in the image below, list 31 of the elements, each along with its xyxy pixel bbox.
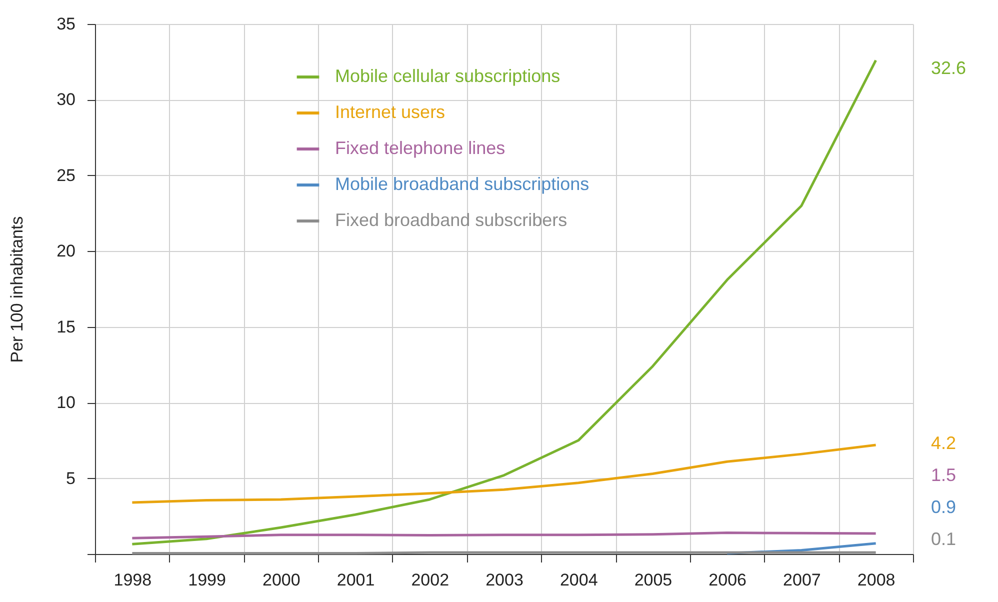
text: 32.6	[931, 58, 966, 78]
x-tick-label: 2000	[262, 570, 300, 590]
x-tick-label: 1999	[188, 570, 226, 590]
legend-label: Internet users	[335, 102, 446, 122]
y-axis-title: Per 100 inhabitants	[8, 216, 27, 363]
y-tick-label: 25	[56, 166, 76, 185]
y-tick-label: 10	[56, 393, 76, 412]
y-tick-label: 20	[56, 242, 76, 261]
x-tick-label: 2005	[634, 570, 672, 590]
x-tick-label: 2008	[857, 570, 896, 590]
x-tick-label: 2004	[560, 570, 598, 590]
x-tick-label: 2003	[486, 570, 524, 590]
legend-label: Mobile broadband subscriptions	[335, 174, 590, 194]
x-tick-label: 2007	[783, 570, 821, 590]
x-tick-label: 2006	[708, 570, 747, 590]
line-series	[130, 444, 878, 504]
text: 0.1	[931, 529, 956, 549]
text: 1.5	[931, 465, 956, 485]
x-tick-label: 1998	[114, 570, 152, 590]
x-tick-label: 2001	[336, 570, 375, 590]
x-tick-label: 2002	[411, 570, 450, 590]
text: 0.9	[931, 497, 956, 517]
y-tick-label: 15	[56, 317, 76, 336]
legend-label: Mobile cellular subscriptions	[335, 66, 560, 86]
y-tick-label: 35	[56, 14, 76, 34]
legend-label: Fixed broadband subscribers	[335, 210, 568, 230]
legend-label: Fixed telephone lines	[335, 138, 506, 158]
line-series	[130, 59, 878, 546]
y-tick-label: 5	[66, 468, 76, 488]
y-tick-label: 30	[56, 90, 76, 110]
text: 4.2	[931, 433, 956, 453]
